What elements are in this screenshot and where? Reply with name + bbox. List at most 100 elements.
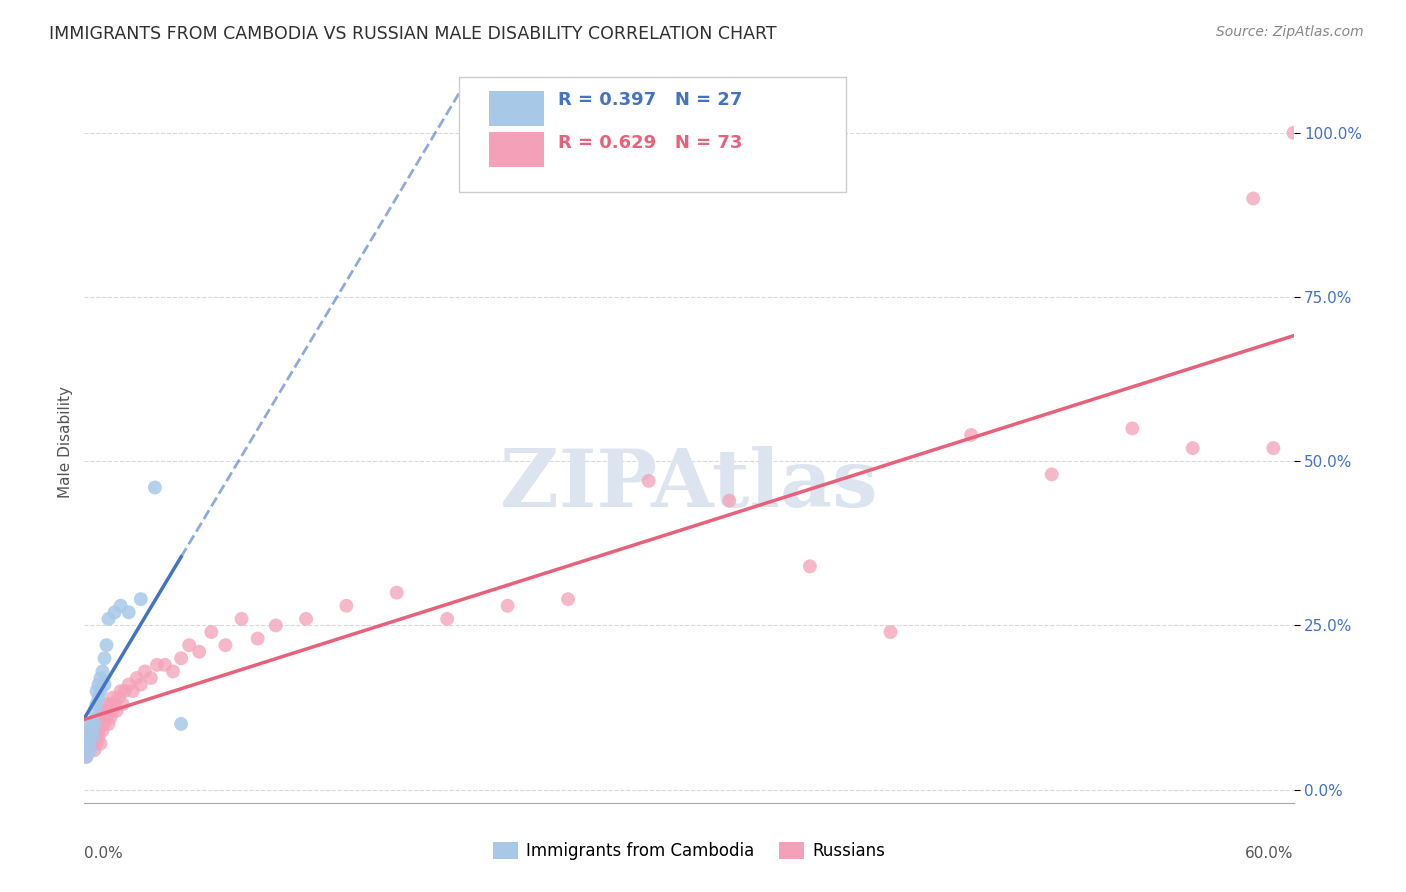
Point <box>77 743 100 757</box>
Point <box>97 704 120 718</box>
Point <box>79 730 101 744</box>
Point <box>179 638 201 652</box>
Point <box>1282 126 1305 140</box>
Point <box>335 599 357 613</box>
Text: Source: ZipAtlas.com: Source: ZipAtlas.com <box>1216 25 1364 39</box>
Point <box>231 612 253 626</box>
Point <box>214 638 236 652</box>
Point <box>82 723 104 738</box>
Point <box>879 625 901 640</box>
Point <box>83 723 105 738</box>
Text: R = 0.629   N = 73: R = 0.629 N = 73 <box>558 134 742 153</box>
Point <box>121 684 143 698</box>
Point <box>87 690 110 705</box>
Y-axis label: Male Disability: Male Disability <box>58 385 73 498</box>
Point <box>77 730 100 744</box>
Point <box>101 704 124 718</box>
Point <box>75 749 97 764</box>
Point <box>93 704 115 718</box>
Point <box>718 493 741 508</box>
Point <box>93 677 115 691</box>
Point <box>104 698 127 712</box>
Point <box>385 585 408 599</box>
Point <box>86 723 108 738</box>
Point <box>960 428 983 442</box>
Point <box>82 730 104 744</box>
Point <box>1121 421 1143 435</box>
Point <box>146 657 169 672</box>
Point <box>91 704 114 718</box>
Point <box>86 717 108 731</box>
Point <box>114 684 136 698</box>
Point <box>246 632 269 646</box>
Point <box>170 651 193 665</box>
Point <box>97 612 120 626</box>
Point <box>200 625 222 640</box>
Point <box>188 645 211 659</box>
Point <box>83 730 105 744</box>
Point <box>436 612 458 626</box>
Point <box>89 717 111 731</box>
Text: IMMIGRANTS FROM CAMBODIA VS RUSSIAN MALE DISABILITY CORRELATION CHART: IMMIGRANTS FROM CAMBODIA VS RUSSIAN MALE… <box>49 25 778 43</box>
Point <box>79 737 101 751</box>
Point <box>82 737 104 751</box>
Point <box>87 730 110 744</box>
Point <box>153 657 176 672</box>
Point <box>91 665 114 679</box>
Point <box>83 743 105 757</box>
Point <box>118 605 141 619</box>
Point <box>129 677 152 691</box>
Point <box>143 481 166 495</box>
Point <box>93 651 115 665</box>
Point <box>1040 467 1063 482</box>
Point <box>87 710 110 724</box>
Point <box>107 690 129 705</box>
Point <box>110 684 132 698</box>
Point <box>96 638 118 652</box>
Point <box>89 737 111 751</box>
Point <box>295 612 318 626</box>
Point <box>89 671 111 685</box>
Point <box>79 717 101 731</box>
Point <box>264 618 287 632</box>
Point <box>104 605 127 619</box>
Point <box>1263 441 1285 455</box>
Point <box>93 717 115 731</box>
Point <box>91 723 114 738</box>
Point <box>87 677 110 691</box>
Point <box>139 671 162 685</box>
Point <box>82 717 104 731</box>
Point <box>86 684 108 698</box>
Point <box>799 559 821 574</box>
Point <box>83 717 105 731</box>
Text: R = 0.397   N = 27: R = 0.397 N = 27 <box>558 91 742 109</box>
Point <box>134 665 156 679</box>
Point <box>77 737 100 751</box>
Point <box>79 743 101 757</box>
Point <box>96 710 118 724</box>
Point <box>118 677 141 691</box>
Text: 0.0%: 0.0% <box>84 847 124 861</box>
Point <box>86 737 108 751</box>
Point <box>77 737 100 751</box>
Point <box>129 592 152 607</box>
Point <box>86 698 108 712</box>
Text: 60.0%: 60.0% <box>1246 847 1294 861</box>
Point <box>82 730 104 744</box>
Point <box>1241 192 1264 206</box>
Legend: Immigrants from Cambodia, Russians: Immigrants from Cambodia, Russians <box>486 835 891 867</box>
Point <box>100 698 122 712</box>
Point <box>111 698 134 712</box>
Point <box>637 474 659 488</box>
Point <box>125 671 148 685</box>
Point <box>87 723 110 738</box>
Point <box>96 698 118 712</box>
Text: ZIPAtlas: ZIPAtlas <box>501 446 877 524</box>
Point <box>105 704 128 718</box>
Point <box>89 684 111 698</box>
FancyBboxPatch shape <box>460 77 846 193</box>
Point <box>79 723 101 738</box>
FancyBboxPatch shape <box>489 132 544 167</box>
Point <box>170 717 193 731</box>
Point <box>83 704 105 718</box>
